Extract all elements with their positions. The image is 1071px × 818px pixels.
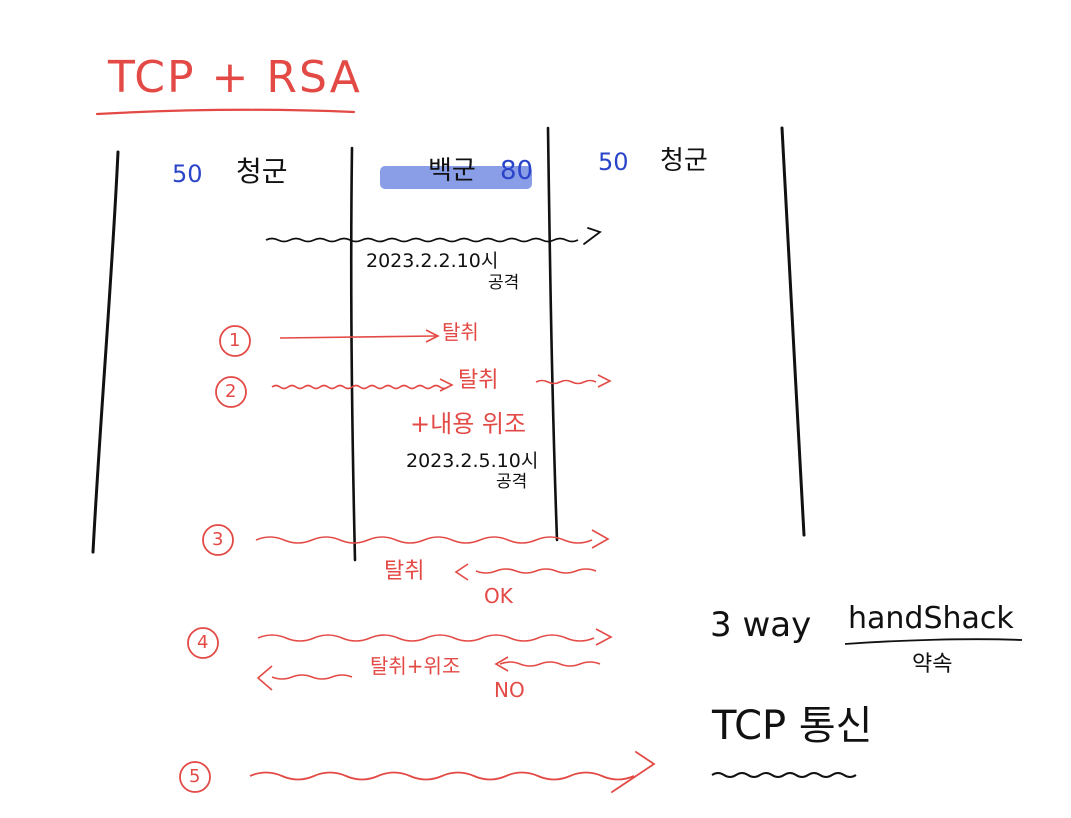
lane-line-right: [780, 126, 806, 537]
step-3-reply-head: [454, 563, 469, 581]
step-1-number: 1: [229, 330, 241, 351]
step-5-circle: [179, 761, 211, 793]
top-message-date: 2023.2.2.10시: [366, 250, 499, 272]
step-5-arrowhead: [611, 751, 656, 793]
step-2-forward-head: [597, 374, 612, 388]
lane-line-left: [91, 150, 120, 554]
lane-line-mid1: [349, 146, 357, 562]
step-4-circle: [187, 627, 219, 659]
middle-actor-number: 80: [500, 156, 534, 186]
step-3-reply: [475, 568, 597, 574]
step-1-circle: [219, 325, 251, 357]
step-3-arrow: [255, 536, 593, 544]
handshake-word: handShack: [848, 601, 1014, 636]
step-3-reply-word: OK: [484, 584, 513, 608]
step-4-back: [271, 674, 353, 680]
step-4-reply: [499, 661, 601, 667]
right-actor-label: 청군: [660, 146, 708, 176]
handshake-sub: 약속: [912, 652, 953, 677]
left-actor-label: 청군: [236, 155, 288, 188]
tcp-comm-label: TCP 통신: [712, 703, 873, 749]
step-2-circle: [215, 376, 247, 408]
step-4-reply-label: 탈취+위조: [370, 654, 461, 678]
step-2-label: 탈취: [458, 368, 499, 393]
step-4-back-head: [256, 665, 273, 691]
lane-line-mid2: [546, 126, 559, 542]
tcp-squiggle: [711, 772, 857, 778]
title-underline: [95, 108, 356, 116]
step-1-label: 탈취: [442, 320, 479, 344]
step-4-arrow: [257, 634, 595, 642]
highlight-middle: [380, 166, 532, 189]
step-5-arrow: [249, 771, 635, 781]
diagram-title: TCP + RSA: [108, 52, 362, 103]
top-message-arrowhead: [583, 227, 602, 245]
step-4-arrowhead: [595, 628, 613, 646]
step-3-number: 3: [212, 529, 224, 550]
step-5-number: 5: [189, 766, 201, 787]
step-2-forward: [535, 379, 597, 385]
step-3-arrowhead: [591, 529, 610, 549]
step-2-date: 2023.2.5.10시: [406, 450, 539, 472]
step-3-circle: [202, 524, 234, 556]
step-1-arrow: [279, 335, 437, 339]
top-message-wave: [265, 237, 579, 243]
step-2-number: 2: [225, 381, 237, 402]
step-4-number: 4: [197, 632, 209, 653]
step-2-arrow: [271, 384, 449, 390]
step-3-reply-label: 탈취: [384, 559, 425, 584]
left-actor-number: 50: [172, 160, 203, 188]
top-message-word: 공격: [488, 273, 520, 293]
handshake-underline: [844, 638, 1023, 645]
handshake-prefix: 3 way: [710, 605, 812, 645]
step-4-reply-head: [494, 656, 509, 672]
step-2-word: 공격: [496, 472, 528, 492]
step-2-arrowhead: [439, 378, 454, 392]
step-1-arrowhead: [425, 329, 440, 343]
right-actor-number: 50: [598, 148, 629, 176]
step-2-note: +내용 위조: [410, 410, 527, 438]
middle-actor-label: 백군: [428, 156, 476, 186]
step-4-reply-word: NO: [494, 678, 525, 702]
